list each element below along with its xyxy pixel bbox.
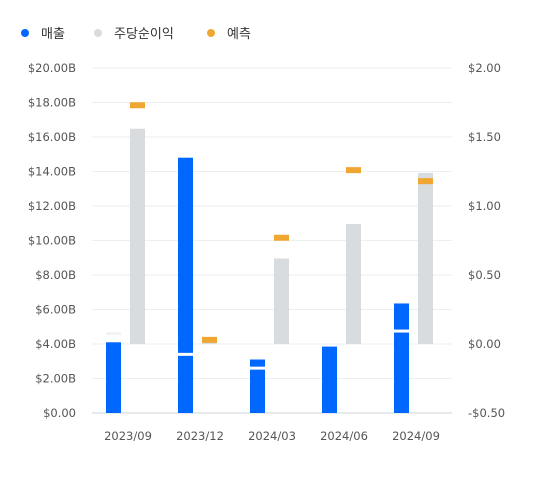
eps-forecast-marker — [130, 102, 145, 109]
y-right-tick-label: $0.50 — [468, 268, 501, 282]
y-right-tick-label: $0.00 — [468, 337, 501, 351]
y-left-tick-label: $12.00B — [28, 199, 76, 213]
y-left-tick-label: $4.00B — [35, 337, 76, 351]
eps-bar — [130, 128, 145, 344]
gridlines — [92, 67, 452, 414]
eps-forecast-marker — [274, 234, 289, 241]
eps-forecast-marker — [202, 336, 217, 343]
revenue-forecast-marker — [250, 366, 265, 370]
x-tick-label: 2024/09 — [392, 429, 440, 443]
bars — [106, 102, 433, 413]
legend-marker-revenue — [21, 29, 29, 37]
y-left-tick-label: $2.00B — [35, 372, 76, 386]
legend-label-eps: 주당순이익 — [114, 27, 174, 42]
y-left-tick-label: $8.00B — [35, 268, 76, 282]
revenue-forecast-marker — [106, 332, 121, 336]
y-left-tick-label: $10.00B — [28, 234, 76, 248]
revenue-bar — [322, 346, 337, 413]
y-left-tick-label: $16.00B — [28, 130, 76, 144]
revenue-bar — [178, 157, 193, 413]
y-axis-right: $2.00 $1.50 $1.00 $0.50 $0.00 -$0.50 — [468, 61, 505, 420]
legend-marker-forecast — [207, 29, 215, 37]
eps-bar — [418, 172, 433, 344]
y-left-tick-label: $20.00B — [28, 61, 76, 75]
x-axis: 2023/09 2023/12 2024/03 2024/06 2024/09 — [104, 429, 440, 443]
y-left-tick-label: $0.00 — [43, 406, 76, 420]
eps-bar — [346, 223, 361, 344]
legend-label-forecast: 예측 — [227, 27, 251, 42]
revenue-bar — [394, 303, 409, 413]
legend-label-revenue: 매출 — [41, 27, 65, 42]
revenue-bar — [106, 342, 121, 413]
y-left-tick-label: $18.00B — [28, 96, 76, 110]
x-tick-label: 2023/09 — [104, 429, 152, 443]
y-axis-left: $20.00B $18.00B $16.00B $14.00B $12.00B $10.0… — [28, 61, 76, 420]
x-tick-label: 2024/06 — [320, 429, 368, 443]
y-left-tick-label: $6.00B — [35, 303, 76, 317]
legend: 매출 주당순이익 예측 — [21, 27, 251, 42]
y-right-tick-label: $1.00 — [468, 199, 501, 213]
y-right-tick-label: $2.00 — [468, 61, 501, 75]
y-left-tick-label: $14.00B — [28, 165, 76, 179]
eps-forecast-marker — [346, 167, 361, 174]
x-tick-label: 2024/03 — [248, 429, 296, 443]
revenue-forecast-marker — [178, 352, 193, 356]
x-tick-label: 2023/12 — [176, 429, 224, 443]
revenue-bar — [250, 359, 265, 413]
eps-bar — [274, 258, 289, 344]
y-right-tick-label: -$0.50 — [468, 406, 505, 420]
eps-forecast-marker — [418, 178, 433, 185]
revenue-forecast-marker — [394, 329, 409, 333]
legend-marker-eps — [94, 29, 102, 37]
y-right-tick-label: $1.50 — [468, 130, 501, 144]
